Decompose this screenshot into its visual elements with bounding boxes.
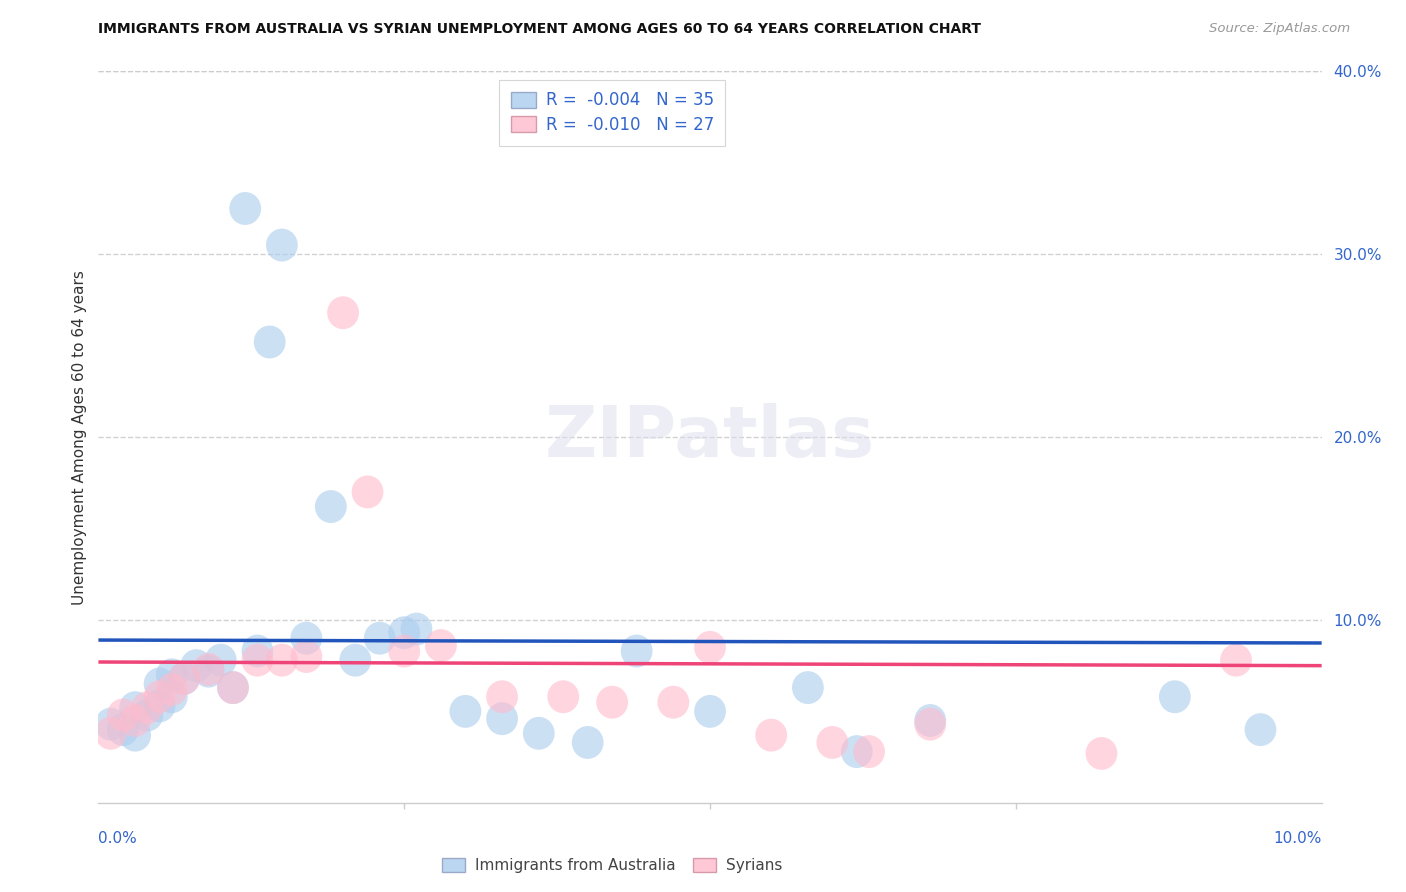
Ellipse shape xyxy=(572,726,603,759)
Ellipse shape xyxy=(914,704,946,737)
Ellipse shape xyxy=(817,726,848,759)
Ellipse shape xyxy=(131,691,163,724)
Ellipse shape xyxy=(180,649,212,682)
Ellipse shape xyxy=(266,228,298,261)
Ellipse shape xyxy=(853,735,884,768)
Ellipse shape xyxy=(339,644,371,677)
Ellipse shape xyxy=(328,296,359,329)
Ellipse shape xyxy=(107,698,139,731)
Ellipse shape xyxy=(205,644,236,677)
Legend: Immigrants from Australia, Syrians: Immigrants from Australia, Syrians xyxy=(436,852,787,880)
Text: ZIPatlas: ZIPatlas xyxy=(546,402,875,472)
Ellipse shape xyxy=(1220,644,1251,677)
Ellipse shape xyxy=(388,616,420,649)
Text: 0.0%: 0.0% xyxy=(98,831,138,846)
Ellipse shape xyxy=(217,671,249,704)
Ellipse shape xyxy=(253,326,285,359)
Ellipse shape xyxy=(94,717,127,750)
Text: IMMIGRANTS FROM AUSTRALIA VS SYRIAN UNEMPLOYMENT AMONG AGES 60 TO 64 YEARS CORRE: IMMIGRANTS FROM AUSTRALIA VS SYRIAN UNEM… xyxy=(98,22,981,37)
Ellipse shape xyxy=(120,719,150,752)
Ellipse shape xyxy=(486,681,517,714)
Ellipse shape xyxy=(291,622,322,655)
Ellipse shape xyxy=(143,681,176,714)
Ellipse shape xyxy=(658,686,689,719)
Ellipse shape xyxy=(596,686,628,719)
Ellipse shape xyxy=(217,671,249,704)
Ellipse shape xyxy=(143,667,176,700)
Ellipse shape xyxy=(242,644,273,677)
Ellipse shape xyxy=(388,634,420,667)
Ellipse shape xyxy=(94,707,127,740)
Text: Source: ZipAtlas.com: Source: ZipAtlas.com xyxy=(1209,22,1350,36)
Ellipse shape xyxy=(143,690,176,723)
Ellipse shape xyxy=(547,681,579,714)
Ellipse shape xyxy=(1244,714,1277,746)
Ellipse shape xyxy=(169,662,200,695)
Ellipse shape xyxy=(291,640,322,673)
Text: 10.0%: 10.0% xyxy=(1274,831,1322,846)
Ellipse shape xyxy=(229,192,262,225)
Ellipse shape xyxy=(620,634,652,667)
Ellipse shape xyxy=(792,671,824,704)
Ellipse shape xyxy=(266,644,298,677)
Ellipse shape xyxy=(1085,737,1118,770)
Ellipse shape xyxy=(695,695,725,728)
Ellipse shape xyxy=(450,695,481,728)
Ellipse shape xyxy=(107,714,139,746)
Ellipse shape xyxy=(755,719,787,752)
Ellipse shape xyxy=(242,634,273,667)
Ellipse shape xyxy=(401,613,433,646)
Y-axis label: Unemployment Among Ages 60 to 64 years: Unemployment Among Ages 60 to 64 years xyxy=(72,269,87,605)
Ellipse shape xyxy=(156,673,188,706)
Ellipse shape xyxy=(841,735,873,768)
Ellipse shape xyxy=(193,655,225,688)
Ellipse shape xyxy=(352,475,384,508)
Ellipse shape xyxy=(315,490,347,523)
Ellipse shape xyxy=(914,707,946,740)
Ellipse shape xyxy=(169,662,200,695)
Ellipse shape xyxy=(523,717,555,750)
Ellipse shape xyxy=(193,653,225,686)
Ellipse shape xyxy=(486,702,517,735)
Ellipse shape xyxy=(364,622,395,655)
Ellipse shape xyxy=(156,658,188,691)
Ellipse shape xyxy=(1159,681,1191,714)
Ellipse shape xyxy=(156,681,188,714)
Ellipse shape xyxy=(120,691,150,724)
Ellipse shape xyxy=(425,629,457,662)
Ellipse shape xyxy=(120,704,150,737)
Ellipse shape xyxy=(131,698,163,731)
Ellipse shape xyxy=(695,631,725,664)
